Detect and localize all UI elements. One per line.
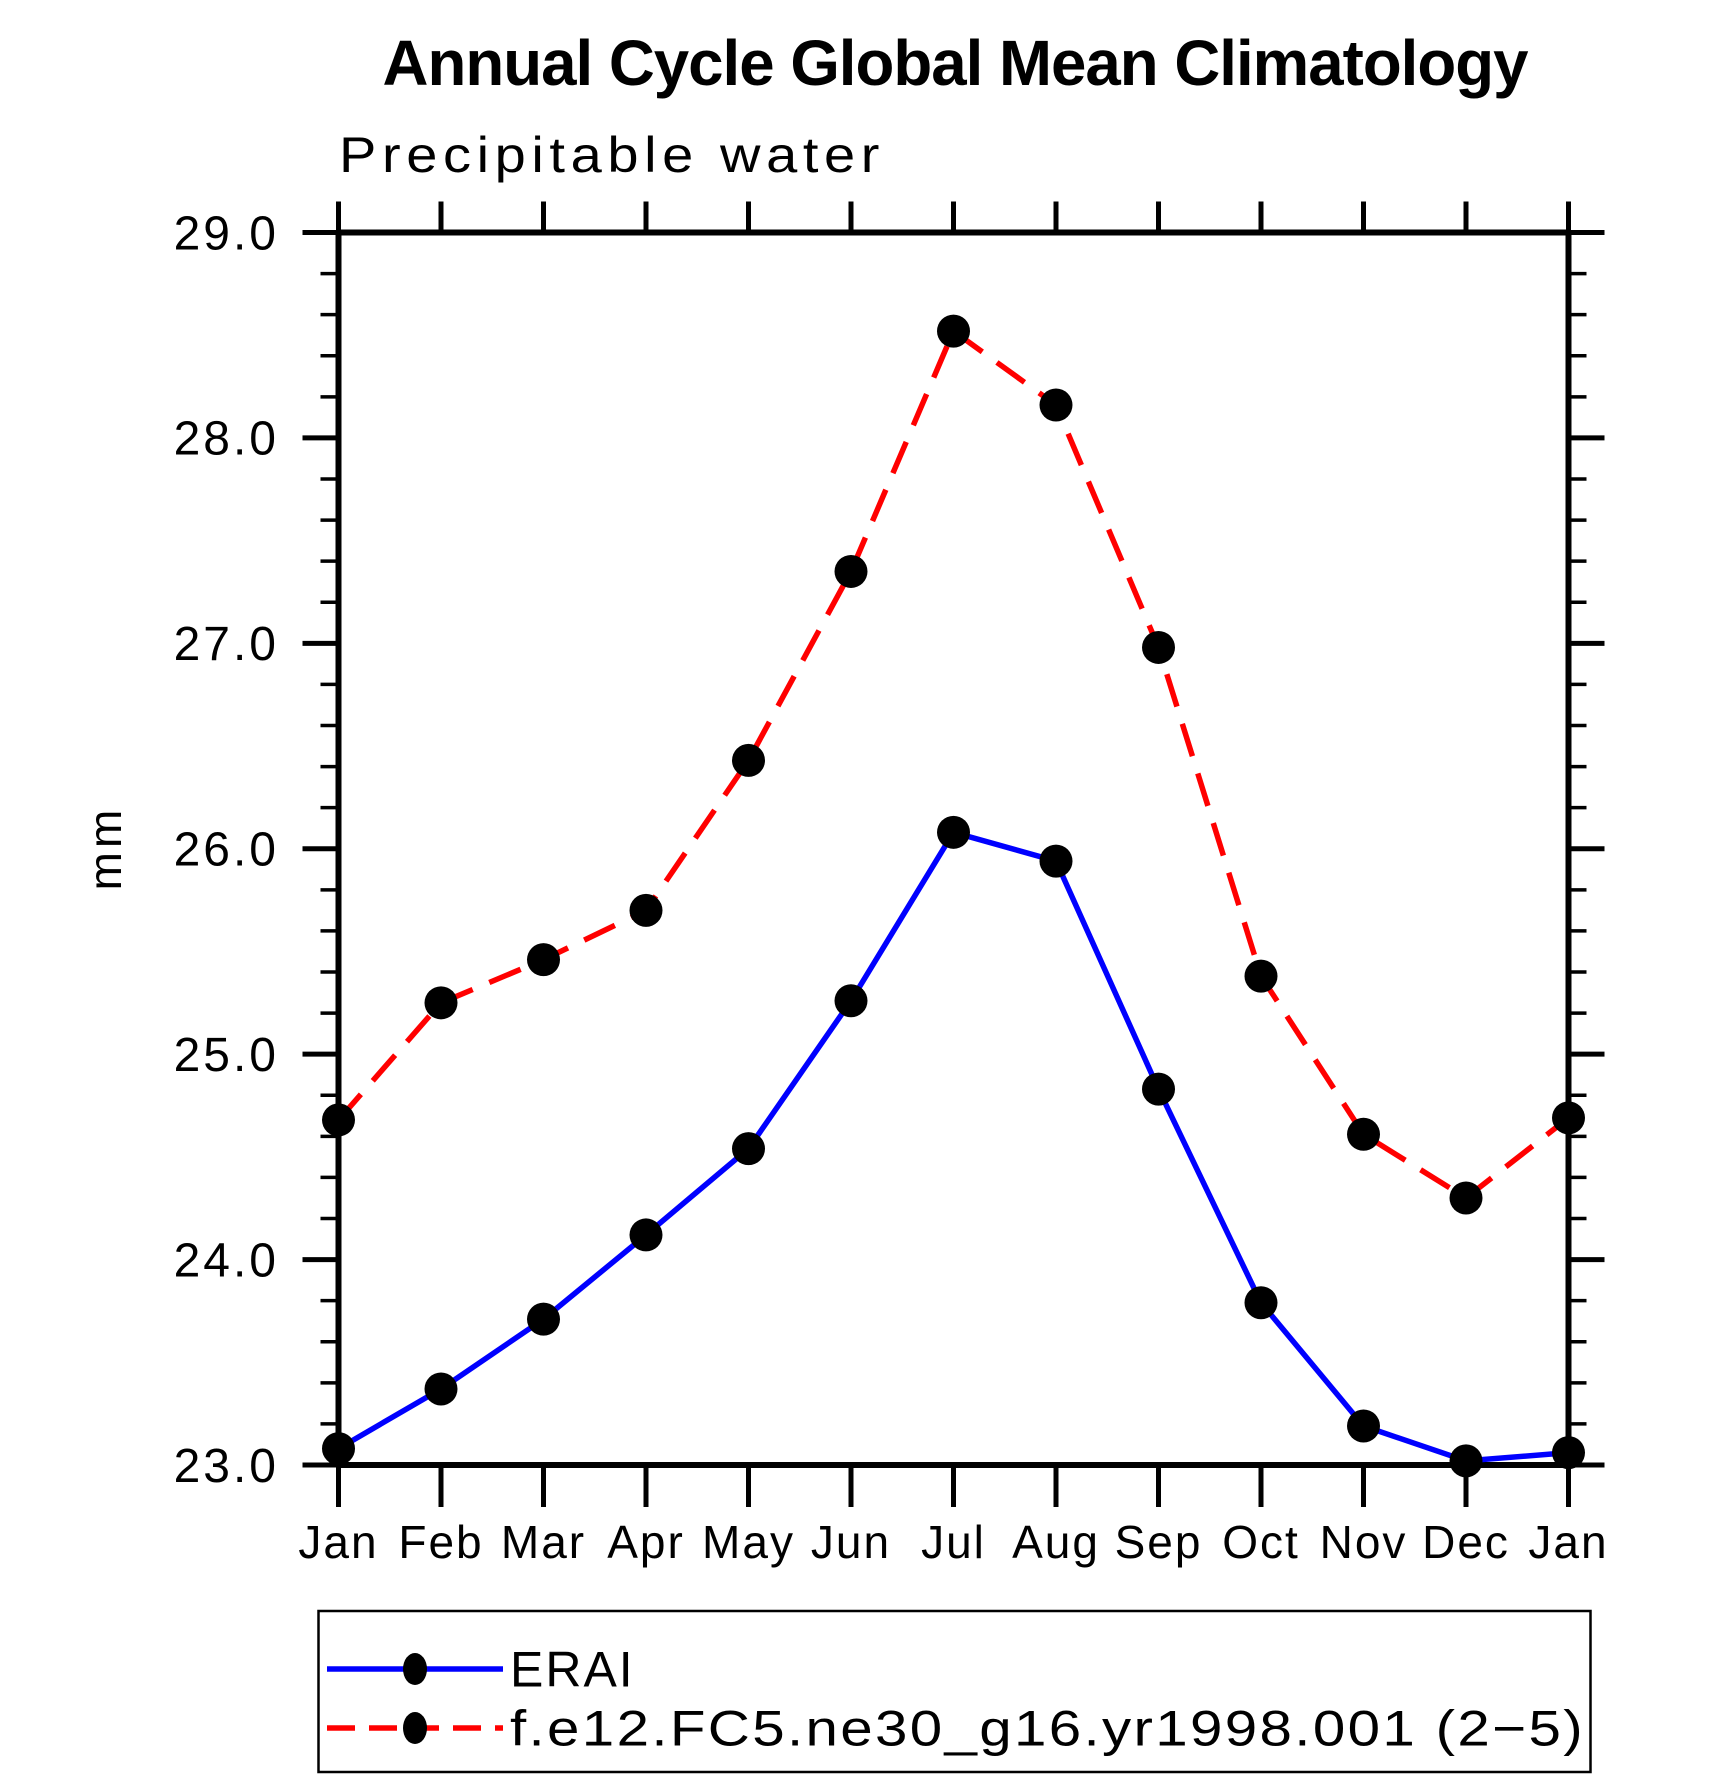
series-line-1 [336,326,1571,1202]
x-tick-label: Jul [921,1516,986,1568]
y-tick-label: 28.0 [174,413,279,466]
chart-subtitle: Precipitable water [339,127,885,183]
x-tick-label: Nov [1320,1516,1408,1568]
chart-title: Annual Cycle Global Mean Climatology [383,27,1529,99]
y-tick-label: 25.0 [174,1029,279,1082]
y-tick-label: 24.0 [174,1234,279,1287]
x-tick-label: Aug [1012,1516,1100,1568]
y-tick-label: 27.0 [174,618,279,671]
data-point-1 [1449,1181,1483,1215]
legend-item-erai: ERAI [327,1642,635,1698]
data-point-1 [527,943,560,977]
plot-area: Jan Feb Mar Apr May Jun Jul Aug Sep Oct Nov Dec Jan 2… [174,201,1608,1568]
x-tick-label: Feb [398,1516,483,1568]
data-point-1 [834,554,868,588]
x-tick-label: Jan [298,1516,378,1568]
data-point-0 [629,1218,663,1252]
data-point-0 [937,815,970,849]
data-point-1 [1142,630,1175,664]
x-tick-label: Oct [1222,1516,1300,1568]
x-tick-label: Sep [1115,1516,1203,1568]
legend: ERAI f.e12.FC5.ne30_g16.yr1998.001 (2−5) [317,1609,1592,1774]
data-point-0 [322,1432,355,1466]
legend-marker-dot-icon [403,1653,427,1685]
data-point-0 [424,1372,458,1406]
data-point-0 [834,984,868,1018]
data-point-1 [1552,1101,1585,1135]
y-tick-label: 23.0 [174,1440,279,1493]
x-tick-label: Jan [1528,1516,1608,1568]
data-point-0 [1449,1444,1483,1478]
x-tick-label: Dec [1422,1516,1510,1568]
x-tick-label: Jun [811,1516,891,1568]
legend-label-model-run: f.e12.FC5.ne30_g16.yr1998.001 (2−5) [510,1701,1585,1757]
data-point-1 [1244,959,1278,993]
legend-marker-dot-icon [403,1712,427,1744]
x-tick-label: May [702,1516,795,1568]
data-point-1 [937,314,970,348]
data-point-1 [424,986,458,1020]
data-point-0 [1552,1436,1585,1470]
data-point-0 [1039,844,1073,878]
data-point-1 [629,893,663,927]
x-tick-label: Apr [607,1516,685,1568]
data-point-1 [732,743,765,777]
data-point-1 [1347,1117,1380,1151]
data-point-0 [1244,1286,1278,1320]
y-tick-label: 29.0 [174,207,279,260]
x-tick-label: Mar [501,1516,586,1568]
legend-box [317,1609,1592,1774]
data-point-0 [732,1132,765,1166]
data-point-1 [322,1103,355,1137]
y-axis-label: mm [79,806,131,891]
y-tick-label: 26.0 [174,824,279,877]
data-point-0 [527,1302,560,1336]
legend-label-erai: ERAI [510,1642,635,1698]
data-point-1 [1039,388,1073,422]
legend-item-model-run: f.e12.FC5.ne30_g16.yr1998.001 (2−5) [327,1701,1585,1757]
data-point-0 [1142,1072,1175,1106]
data-point-0 [1347,1409,1380,1443]
